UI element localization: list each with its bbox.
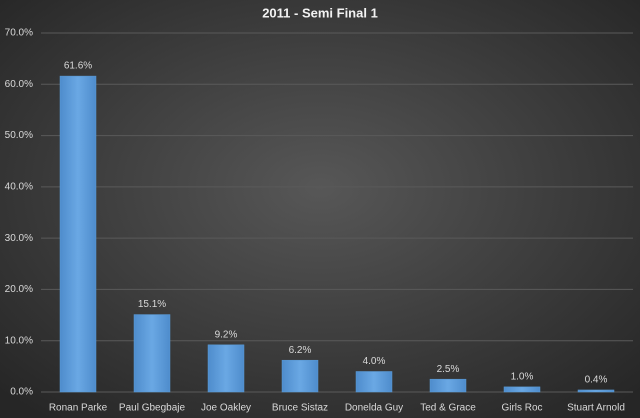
x-tick-label: Paul Gbegbaje (119, 403, 186, 414)
bar (503, 386, 541, 393)
y-tick-label: 30.0% (5, 233, 33, 244)
value-label: 6.2% (289, 345, 312, 356)
x-tick-label: Bruce Sistaz (272, 403, 328, 414)
y-tick-label: 0.0% (10, 387, 33, 398)
bar (207, 344, 245, 393)
value-label: 15.1% (138, 299, 166, 310)
value-label: 2.5% (437, 364, 460, 375)
y-tick-label: 60.0% (5, 79, 33, 90)
y-tick-label: 20.0% (5, 284, 33, 295)
bar (133, 314, 171, 393)
value-label: 4.0% (363, 356, 386, 367)
x-tick-label: Joe Oakley (201, 403, 251, 414)
x-tick-label: Ted & Grace (420, 403, 476, 414)
bar (429, 378, 467, 393)
bar (577, 389, 615, 393)
y-tick-label: 10.0% (5, 335, 33, 346)
bar (59, 75, 97, 393)
value-label: 9.2% (215, 329, 238, 340)
bar (281, 359, 319, 393)
value-label: 61.6% (64, 61, 92, 72)
y-tick-label: 50.0% (5, 130, 33, 141)
y-tick-label: 40.0% (5, 181, 33, 192)
x-tick-label: Donelda Guy (345, 403, 403, 414)
chart-title: 2011 - Semi Final 1 (262, 5, 378, 20)
y-tick-label: 70.0% (5, 28, 33, 39)
x-tick-label: Ronan Parke (49, 403, 108, 414)
bar (355, 371, 393, 393)
x-tick-label: Stuart Arnold (567, 403, 625, 414)
value-label: 1.0% (511, 372, 534, 383)
value-label: 0.4% (585, 375, 608, 386)
x-tick-label: Girls Roc (501, 403, 542, 414)
